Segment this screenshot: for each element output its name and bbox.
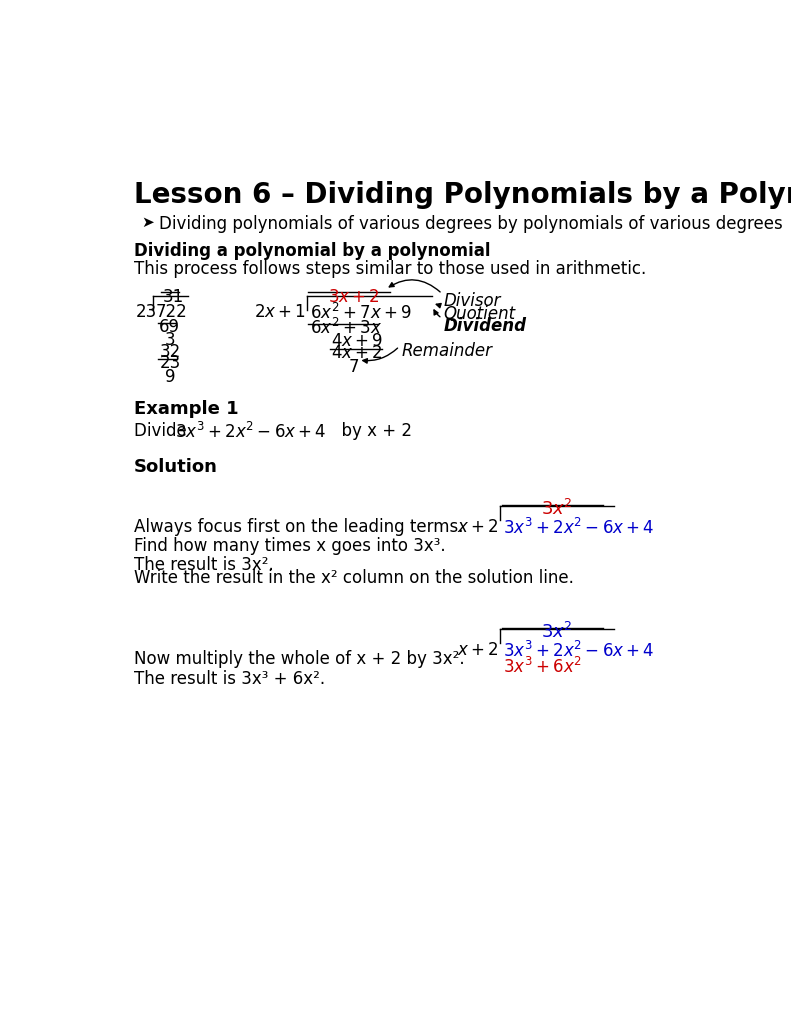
Text: 23: 23	[135, 303, 157, 322]
Text: 3: 3	[165, 331, 176, 349]
Text: 23: 23	[159, 354, 180, 372]
Text: 9: 9	[165, 368, 176, 386]
Text: $6x^2 + 3x$: $6x^2 + 3x$	[309, 317, 382, 338]
Text: 31: 31	[162, 289, 184, 306]
Text: Dividing polynomials of various degrees by polynomials of various degrees: Dividing polynomials of various degrees …	[159, 215, 783, 233]
Text: 32: 32	[159, 343, 180, 361]
Text: $4x + 9$: $4x + 9$	[331, 333, 384, 350]
Text: Solution: Solution	[134, 458, 218, 476]
Text: 7: 7	[348, 358, 359, 377]
Text: by x + 2: by x + 2	[331, 422, 412, 439]
Text: $4x + 2$: $4x + 2$	[331, 344, 383, 361]
Text: Quotient: Quotient	[444, 304, 516, 323]
Text: $3x^2$: $3x^2$	[540, 499, 573, 519]
Text: $6x^2 + 7x + 9$: $6x^2 + 7x + 9$	[309, 303, 411, 324]
Text: This process follows steps similar to those used in arithmetic.: This process follows steps similar to th…	[134, 260, 646, 278]
Text: Lesson 6 – Dividing Polynomials by a Polynomial: Lesson 6 – Dividing Polynomials by a Pol…	[134, 180, 791, 209]
Text: Divide: Divide	[134, 422, 197, 439]
Text: Divisor: Divisor	[444, 292, 501, 310]
Text: $3x^3 + 2x^2 - 6x + 4$: $3x^3 + 2x^2 - 6x + 4$	[503, 641, 655, 662]
Text: $3x^3 + 2x^2 - 6x + 4$: $3x^3 + 2x^2 - 6x + 4$	[175, 422, 327, 441]
Text: Now multiply the whole of x + 2 by 3x².: Now multiply the whole of x + 2 by 3x².	[134, 650, 464, 669]
Text: 69: 69	[159, 317, 180, 336]
Text: $3x^3 + 2x^2 - 6x + 4$: $3x^3 + 2x^2 - 6x + 4$	[503, 518, 655, 538]
Text: The result is 3x³ + 6x².: The result is 3x³ + 6x².	[134, 670, 325, 687]
Text: Always focus first on the leading terms.: Always focus first on the leading terms.	[134, 518, 464, 536]
Text: 722: 722	[156, 303, 187, 322]
Text: Remainder: Remainder	[401, 342, 492, 360]
Text: $x + 2$: $x + 2$	[457, 518, 498, 536]
Text: $3x^3 + 6x^2$: $3x^3 + 6x^2$	[503, 656, 582, 677]
Text: Dividing a polynomial by a polynomial: Dividing a polynomial by a polynomial	[134, 243, 490, 260]
Text: Dividend: Dividend	[444, 316, 527, 335]
Text: Find how many times x goes into 3x³.: Find how many times x goes into 3x³.	[134, 538, 445, 555]
Text: The result is 3x².: The result is 3x².	[134, 556, 274, 573]
Text: $3x^2$: $3x^2$	[540, 622, 573, 642]
Text: ➤: ➤	[142, 215, 154, 230]
Text: $3x + 2$: $3x + 2$	[327, 289, 380, 306]
Text: Example 1: Example 1	[134, 400, 238, 418]
Text: $x + 2$: $x + 2$	[457, 641, 498, 659]
Text: Write the result in the x² column on the solution line.: Write the result in the x² column on the…	[134, 569, 573, 588]
Text: $2x + 1$: $2x + 1$	[254, 303, 306, 322]
